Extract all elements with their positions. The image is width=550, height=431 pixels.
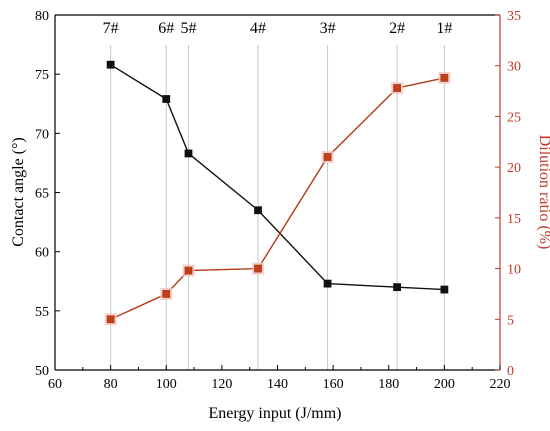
sample-label: 5# bbox=[181, 20, 197, 37]
data-point bbox=[323, 279, 332, 288]
x-tick-label: 180 bbox=[378, 377, 399, 392]
y2-axis-title: Dilution ratio (%) bbox=[536, 135, 550, 250]
x-tick-label: 220 bbox=[490, 377, 511, 392]
series-layer bbox=[104, 60, 451, 326]
data-point bbox=[254, 206, 262, 215]
data-point bbox=[440, 73, 449, 82]
x-axis-title: Energy input (J/mm) bbox=[208, 405, 341, 422]
data-point bbox=[393, 283, 401, 292]
sample-label: 2# bbox=[389, 20, 405, 37]
y2-tick-label: 35 bbox=[507, 9, 521, 24]
data-point bbox=[162, 95, 171, 103]
y-axis-title: Contact angle (°) bbox=[10, 137, 27, 246]
y2-tick-label: 5 bbox=[507, 313, 514, 328]
y-tick-label: 70 bbox=[35, 127, 49, 142]
data-point bbox=[254, 264, 262, 273]
y2-tick-label: 0 bbox=[507, 364, 514, 379]
data-point bbox=[393, 84, 401, 92]
y2-tick-label: 10 bbox=[507, 263, 521, 278]
x-tick-label: 200 bbox=[434, 377, 455, 392]
sample-label: 1# bbox=[436, 20, 452, 37]
data-point bbox=[106, 60, 115, 69]
y-tick-label: 60 bbox=[35, 246, 49, 261]
x-tick-label: 120 bbox=[211, 377, 232, 392]
y2-tick-label: 30 bbox=[507, 60, 521, 75]
y-tick-label: 80 bbox=[35, 9, 49, 24]
sample-label: 4# bbox=[250, 20, 266, 37]
x-tick-label: 160 bbox=[323, 377, 344, 392]
sample-label: 7# bbox=[103, 20, 119, 37]
data-point bbox=[184, 266, 193, 275]
y-tick-label: 65 bbox=[35, 187, 49, 202]
y-tick-label: 55 bbox=[35, 305, 49, 320]
y-tick-label: 50 bbox=[35, 364, 49, 379]
labels: Energy input (J/mm) Contact angle (°) Di… bbox=[10, 20, 550, 422]
y2-tick-label: 15 bbox=[507, 212, 521, 227]
ticks: 60 80 100 120 140 160 180 200 220 50 55 60 65 70 75 80 0… bbox=[35, 9, 521, 392]
sample-label: 6# bbox=[158, 20, 174, 37]
data-point bbox=[323, 153, 332, 161]
x-tick-label: 60 bbox=[48, 377, 62, 392]
data-point bbox=[106, 315, 115, 324]
x-tick-label: 80 bbox=[104, 377, 118, 392]
y2-tick-label: 20 bbox=[507, 161, 521, 176]
y-tick-label: 75 bbox=[35, 68, 49, 83]
x-tick-label: 140 bbox=[267, 377, 288, 392]
sample-label: 3# bbox=[320, 20, 336, 37]
data-point bbox=[440, 285, 449, 294]
y2-tick-label: 25 bbox=[507, 110, 521, 125]
data-point bbox=[184, 149, 193, 158]
x-tick-label: 100 bbox=[156, 377, 177, 392]
data-point bbox=[162, 290, 171, 298]
